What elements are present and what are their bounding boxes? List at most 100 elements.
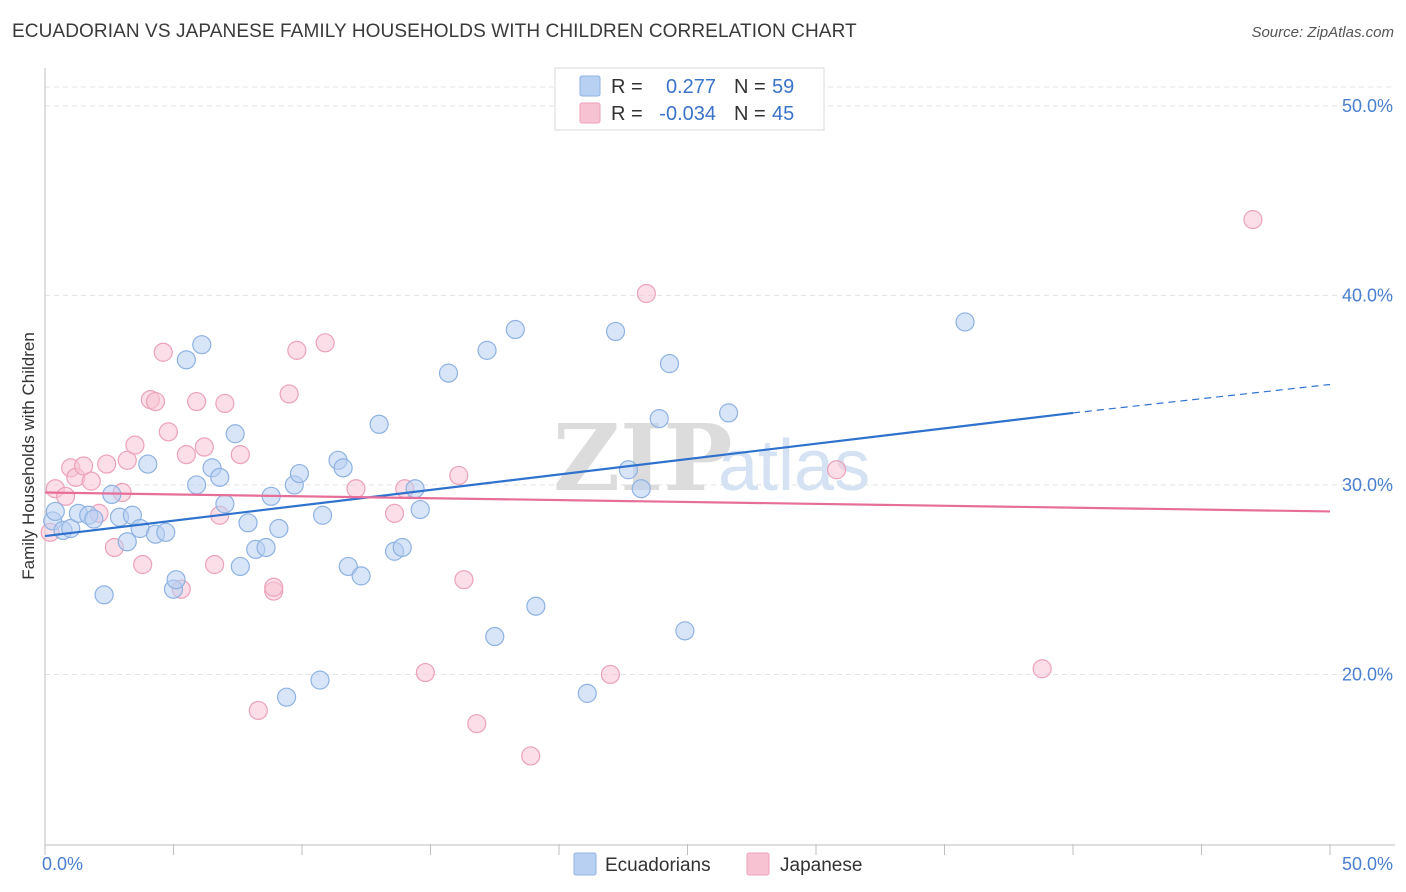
ecuadorians-point xyxy=(577,683,597,703)
y-tick-label: 40.0% xyxy=(1342,285,1393,305)
japanese-point xyxy=(55,486,76,506)
ecuadorians-point xyxy=(225,424,245,444)
japanese-point xyxy=(264,577,284,597)
ecuadorians-point xyxy=(238,513,258,533)
japanese-point xyxy=(194,437,214,457)
ecuadorians-point xyxy=(438,363,459,383)
ecuadorians-point xyxy=(45,501,65,522)
bottom-legend-label-japanese: Japanese xyxy=(780,855,862,876)
ecuadorians-point xyxy=(338,556,358,577)
japanese-point xyxy=(636,283,656,304)
legend-n-value-japanese: 45 xyxy=(772,103,794,125)
legend-r-label-ecuadorians: R = xyxy=(611,76,643,98)
ecuadorians-point xyxy=(719,403,739,423)
ecuadorians-point xyxy=(369,414,389,434)
watermark-atlas: atlas xyxy=(718,426,870,506)
ecuadorians-point xyxy=(256,537,276,558)
ecuadorians-point xyxy=(269,518,289,539)
watermark: ZIP atlas xyxy=(553,404,870,512)
japanese-point xyxy=(1243,210,1263,230)
japanese-point xyxy=(248,700,268,721)
japanese-point xyxy=(176,445,196,465)
ecuadorians-point xyxy=(477,340,497,360)
ecuadorians-point xyxy=(289,463,310,484)
japanese-point xyxy=(415,662,435,683)
japanese-point xyxy=(600,664,621,685)
japanese-point xyxy=(449,465,469,486)
ecuadorians-trend-extension xyxy=(1072,383,1331,414)
ecuadorians-point xyxy=(485,626,505,647)
japanese-point xyxy=(467,714,487,734)
japanese-point xyxy=(1032,659,1052,679)
legend-r-label-japanese: R = xyxy=(611,103,643,125)
ecuadorians-point xyxy=(156,522,176,542)
y-tick-label: 50.0% xyxy=(1342,96,1393,116)
ecuadorians-point xyxy=(955,312,975,332)
japanese-point xyxy=(230,445,250,465)
y-axis-label: Family Households with Children xyxy=(19,332,38,580)
ecuadorians-point xyxy=(618,460,638,480)
bottom-legend: Ecuadorians Japanese xyxy=(573,852,862,876)
ecuadorians-point xyxy=(187,475,207,495)
chart-title: ECUADORIAN VS JAPANESE FAMILY HOUSEHOLDS… xyxy=(12,21,857,42)
japanese-point xyxy=(279,384,299,404)
japanese-point xyxy=(826,460,847,480)
axes xyxy=(44,68,1395,846)
ecuadorians-point xyxy=(166,570,186,590)
trend-lines xyxy=(44,383,1331,538)
bottom-legend-swatch-japanese xyxy=(746,852,770,876)
legend-n-label-japanese: N = xyxy=(734,103,766,125)
ecuadorians-point xyxy=(210,467,230,487)
ecuadorians-point xyxy=(84,509,104,529)
y-tick-label: 30.0% xyxy=(1342,475,1393,495)
japanese-point xyxy=(133,554,153,575)
ecuadorians-trend-line xyxy=(44,411,1074,538)
ecuadorians-point xyxy=(276,687,297,707)
grid-lines xyxy=(45,86,1395,675)
ecuadorians-points xyxy=(43,312,975,707)
legend-swatch-ecuadorians xyxy=(579,75,601,97)
legend-r-value-japanese: -0.034 xyxy=(659,103,716,125)
ecuadorians-point xyxy=(138,454,158,474)
ecuadorians-point xyxy=(505,319,525,340)
ecuadorians-point xyxy=(333,458,353,478)
japanese-point xyxy=(346,479,366,499)
japanese-point xyxy=(153,342,173,362)
japanese-point xyxy=(81,471,101,491)
x-ticks xyxy=(44,844,1331,855)
ecuadorians-point xyxy=(215,494,235,514)
ecuadorians-point xyxy=(312,505,333,525)
japanese-point xyxy=(205,554,225,575)
japanese-point xyxy=(97,454,117,474)
ecuadorians-point xyxy=(351,566,371,586)
ecuadorians-point xyxy=(605,321,626,342)
japanese-point xyxy=(384,503,405,523)
ecuadorians-point xyxy=(405,479,425,499)
ecuadorians-point xyxy=(310,670,330,690)
legend-swatch-japanese xyxy=(579,102,601,124)
japanese-point xyxy=(521,746,541,766)
japanese-point xyxy=(158,422,178,442)
japanese-point xyxy=(215,393,235,414)
ecuadorians-point xyxy=(192,335,212,355)
x-tick-label-min: 0.0% xyxy=(42,854,83,874)
ecuadorians-point xyxy=(659,354,680,374)
legend-box: R = 0.277 N = 59 R = -0.034 N = 45 xyxy=(554,67,825,131)
legend-r-value-ecuadorians: 0.277 xyxy=(666,76,716,98)
legend-n-label-ecuadorians: N = xyxy=(734,76,766,98)
y-tick-labels: 20.0% 30.0% 40.0% 50.0% xyxy=(1342,96,1393,685)
japanese-point xyxy=(125,435,145,455)
ecuadorians-point xyxy=(526,596,546,616)
source-label: Source: ZipAtlas.com xyxy=(1251,24,1394,41)
japanese-point xyxy=(287,340,307,360)
bottom-legend-swatch-ecuadorians xyxy=(573,852,597,876)
bottom-legend-label-ecuadorians: Ecuadorians xyxy=(605,855,711,876)
japanese-trend-line xyxy=(44,491,1331,513)
ecuadorians-point xyxy=(649,408,669,429)
japanese-point xyxy=(315,333,335,353)
japanese-point xyxy=(117,450,137,470)
japanese-point xyxy=(454,570,474,590)
y-tick-label: 20.0% xyxy=(1342,664,1393,684)
legend-n-value-ecuadorians: 59 xyxy=(772,76,794,98)
